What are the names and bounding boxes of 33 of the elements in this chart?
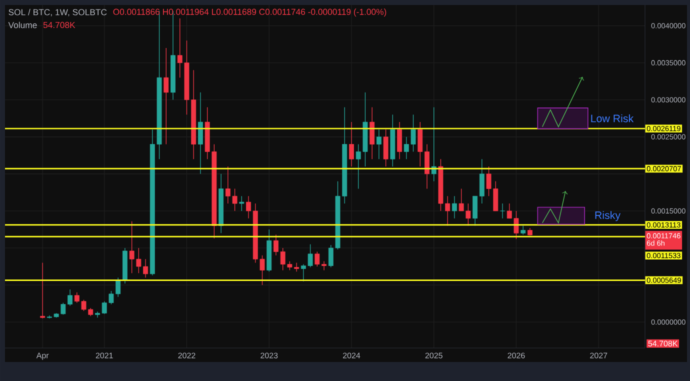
annotation: 54.708K (43, 22, 76, 28)
annotation: O0.0011866 H0.0011964 L0.0011689 C0.0011746 -0.0000119 (-1.00%) (113, 8, 386, 17)
candlestick (239, 196, 244, 212)
candlestick (95, 311, 100, 318)
candlestick (397, 122, 402, 160)
candlestick (376, 129, 382, 160)
x-tick-label: 2023 (260, 352, 278, 358)
candlestick (383, 129, 388, 167)
x-tick-label: 2025 (425, 352, 442, 358)
candlestick (370, 106, 375, 160)
candlestick (246, 196, 251, 219)
candlestick (472, 196, 478, 226)
candlestick (274, 234, 278, 256)
candlestick (198, 92, 203, 174)
candlestick (452, 196, 457, 219)
x-tick-label: 2021 (96, 352, 113, 358)
candlestick (40, 262, 46, 319)
x-tick-label: 2022 (178, 352, 196, 358)
annotation: Risky (595, 211, 620, 222)
annotation: Volume (8, 22, 37, 28)
x-tick-label: 2026 (508, 352, 525, 358)
candlestick (164, 48, 169, 145)
chart-title: SOL / BTC, 1W, SOLBTC (8, 8, 107, 16)
x-tick-label: 2027 (590, 352, 608, 358)
candlestick (479, 158, 484, 204)
candlestick (349, 122, 354, 167)
candlestick (500, 203, 505, 219)
annotation: Low Risk (591, 114, 634, 122)
text: 54.708K (648, 340, 678, 346)
candlestick (418, 122, 423, 167)
x-tick-label: Apr (36, 352, 49, 360)
candlestick (424, 144, 430, 190)
x-tick-label: 2024 (342, 352, 360, 358)
